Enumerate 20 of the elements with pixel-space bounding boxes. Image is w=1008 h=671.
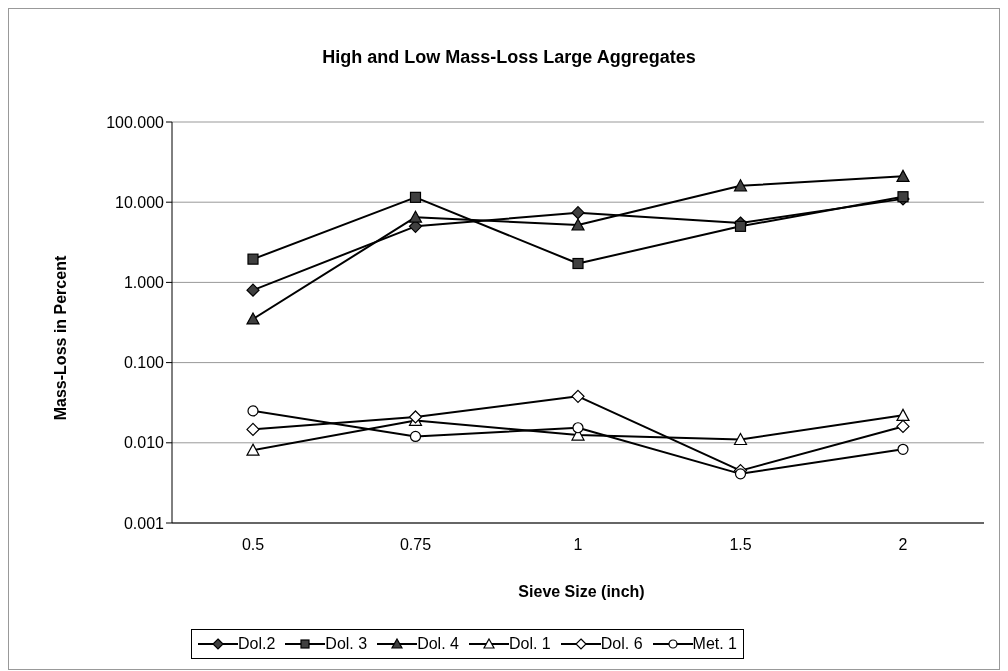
x-tick-label: 2 bbox=[898, 536, 908, 554]
y-tick-label: 10.000 bbox=[115, 193, 165, 211]
y-tick-label: 0.001 bbox=[123, 514, 165, 532]
y-tick-label: 100.000 bbox=[106, 113, 165, 131]
legend-label: Dol. 3 bbox=[325, 635, 368, 653]
x-tick-label: 0.75 bbox=[399, 536, 432, 554]
x-tick-label: 1 bbox=[573, 536, 583, 554]
legend-label: Dol. 6 bbox=[600, 635, 643, 653]
chart-title: High and Low Mass-Loss Large Aggregates bbox=[321, 47, 697, 68]
y-axis-title: Mass-Loss in Percent bbox=[52, 254, 70, 423]
y-tick-label: 0.010 bbox=[123, 434, 165, 452]
legend-label: Dol.2 bbox=[238, 635, 276, 653]
x-axis-title: Sieve Size (inch) bbox=[517, 583, 646, 601]
y-tick-label: 0.100 bbox=[123, 354, 165, 372]
legend-label: Dol. 1 bbox=[508, 635, 551, 653]
legend-label: Dol. 4 bbox=[417, 635, 459, 653]
legend-label: Met. 1 bbox=[692, 635, 738, 653]
x-tick-label: 1.5 bbox=[729, 536, 752, 554]
x-tick-label: 0.5 bbox=[241, 536, 265, 554]
y-tick-label: 1.000 bbox=[123, 274, 165, 292]
